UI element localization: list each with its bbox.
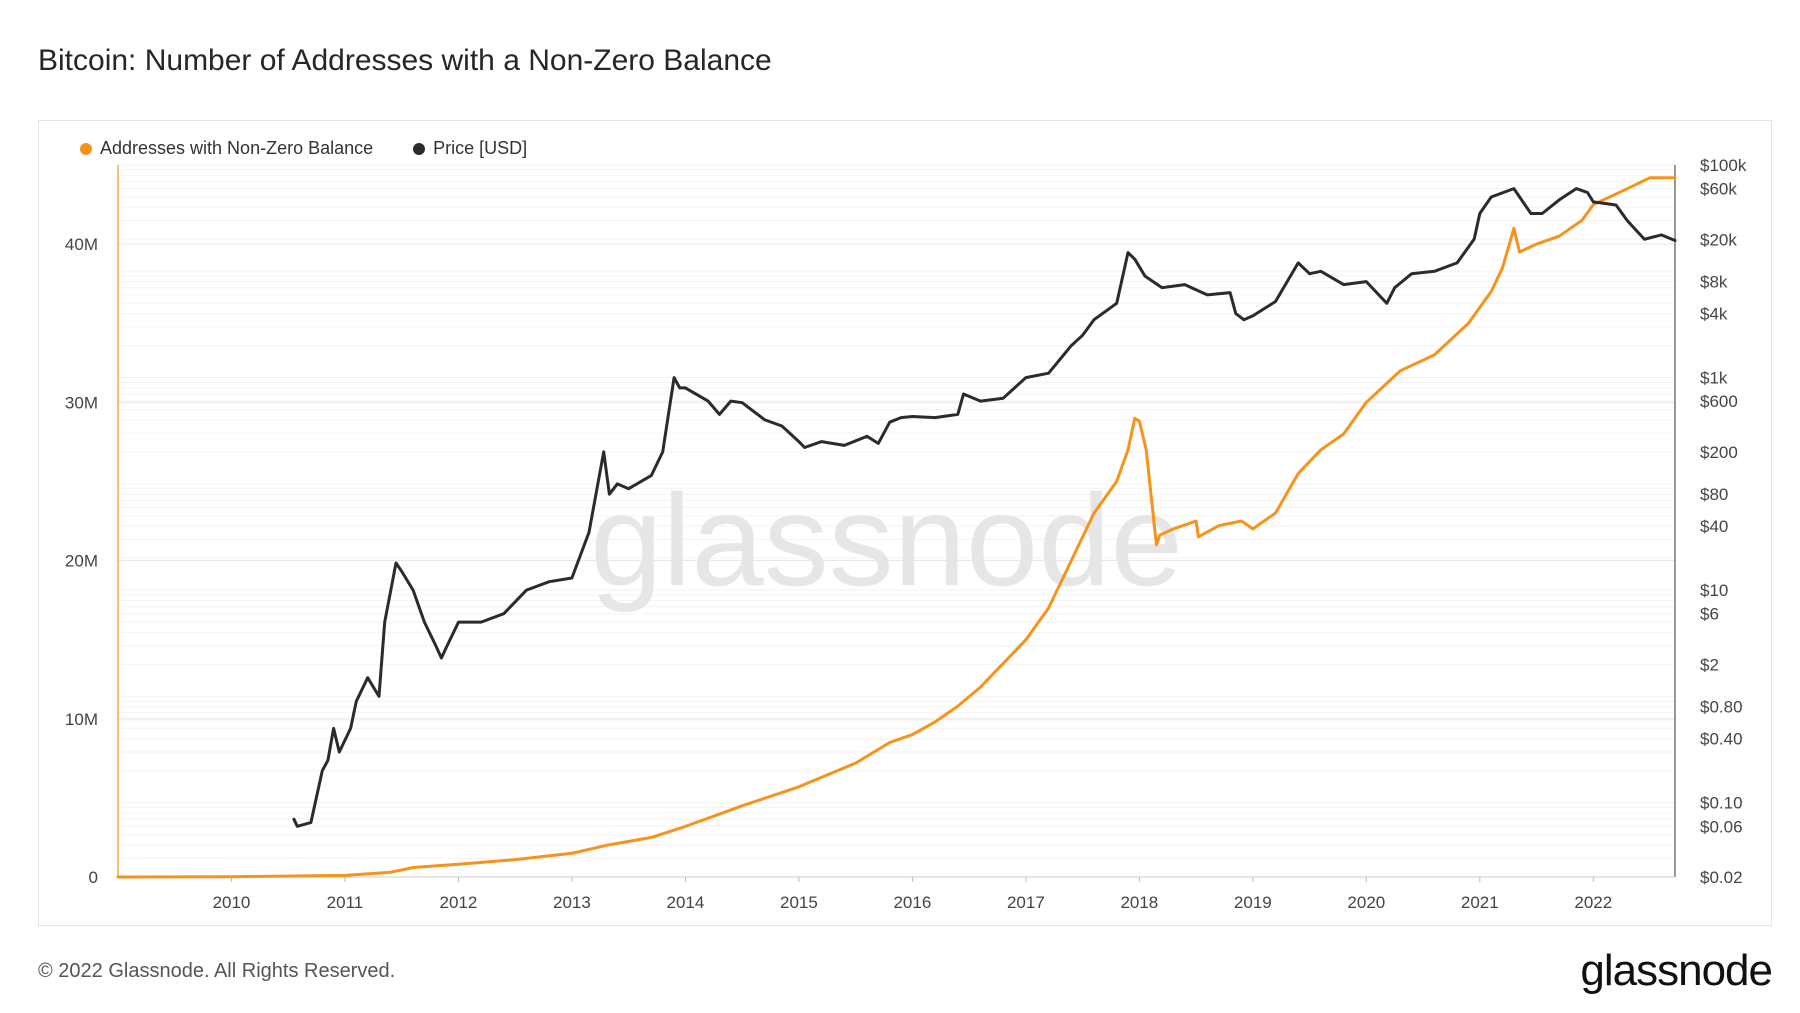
y-right-tick-label: $0.40 (1700, 730, 1743, 749)
y-right-tick-label: $0.02 (1700, 868, 1743, 887)
chart-title: Bitcoin: Number of Addresses with a Non-… (38, 44, 772, 77)
y-right-tick-label: $200 (1700, 443, 1738, 462)
y-left-tick-label: 30M (65, 393, 98, 412)
y-right-tick-label: $6 (1700, 605, 1719, 624)
y-right-tick-label: $1k (1700, 369, 1728, 388)
y-right-tick-label: $600 (1700, 392, 1738, 411)
chart-legend: Addresses with Non-Zero Balance Price [U… (80, 138, 527, 159)
copyright-footer: © 2022 Glassnode. All Rights Reserved. (38, 960, 396, 982)
y-right-tick-label: $0.80 (1700, 698, 1743, 717)
y-right-tick-label: $4k (1700, 305, 1728, 324)
x-tick-label: 2012 (440, 893, 478, 912)
y-right-tick-label: $0.10 (1700, 794, 1743, 813)
y-left-tick-label: 20M (65, 552, 98, 571)
glassnode-logo[interactable]: glassnode (1580, 946, 1773, 995)
x-tick-label: 2011 (327, 893, 364, 912)
y-right-tick-label: $10 (1700, 581, 1728, 600)
x-tick-label: 2017 (1007, 893, 1045, 912)
y-right-tick-label: $60k (1700, 180, 1737, 199)
y-left-tick-label: 40M (65, 235, 98, 254)
x-tick-label: 2022 (1574, 893, 1612, 912)
legend-item-addresses[interactable]: Addresses with Non-Zero Balance (80, 138, 373, 159)
x-tick-label: 2019 (1234, 893, 1272, 912)
x-tick-label: 2020 (1347, 893, 1385, 912)
x-tick-label: 2013 (553, 893, 591, 912)
price-series-line (292, 187, 1677, 828)
chart-panel (38, 120, 1772, 926)
legend-dot-price (413, 142, 426, 155)
addresses-series-line (116, 176, 1677, 879)
y-right-tick-label: $100k (1700, 156, 1747, 175)
x-tick-label: 2015 (780, 893, 818, 912)
x-tick-label: 2010 (213, 893, 251, 912)
legend-item-price[interactable]: Price [USD] (413, 138, 527, 159)
legend-dot-addresses (80, 142, 92, 155)
y-left-tick-label: 10M (65, 710, 98, 729)
y-right-tick-label: $40 (1700, 517, 1728, 536)
x-tick-label: 2018 (1120, 893, 1158, 912)
y-right-tick-label: $8k (1700, 273, 1728, 292)
legend-label-addresses: Addresses with Non-Zero Balance (100, 138, 374, 158)
x-tick-label: 2021 (1461, 893, 1499, 912)
y-left-tick-label: 0 (89, 868, 98, 887)
y-right-tick-label: $2 (1700, 655, 1719, 674)
y-right-tick-label: $0.06 (1700, 817, 1743, 836)
x-tick-label: 2016 (893, 893, 931, 912)
watermark: glassnode (590, 467, 1183, 613)
y-right-tick-label: $80 (1700, 485, 1728, 504)
y-right-tick-label: $20k (1700, 230, 1737, 249)
legend-label-price: Price [USD] (433, 138, 528, 158)
x-tick-label: 2014 (667, 893, 705, 912)
